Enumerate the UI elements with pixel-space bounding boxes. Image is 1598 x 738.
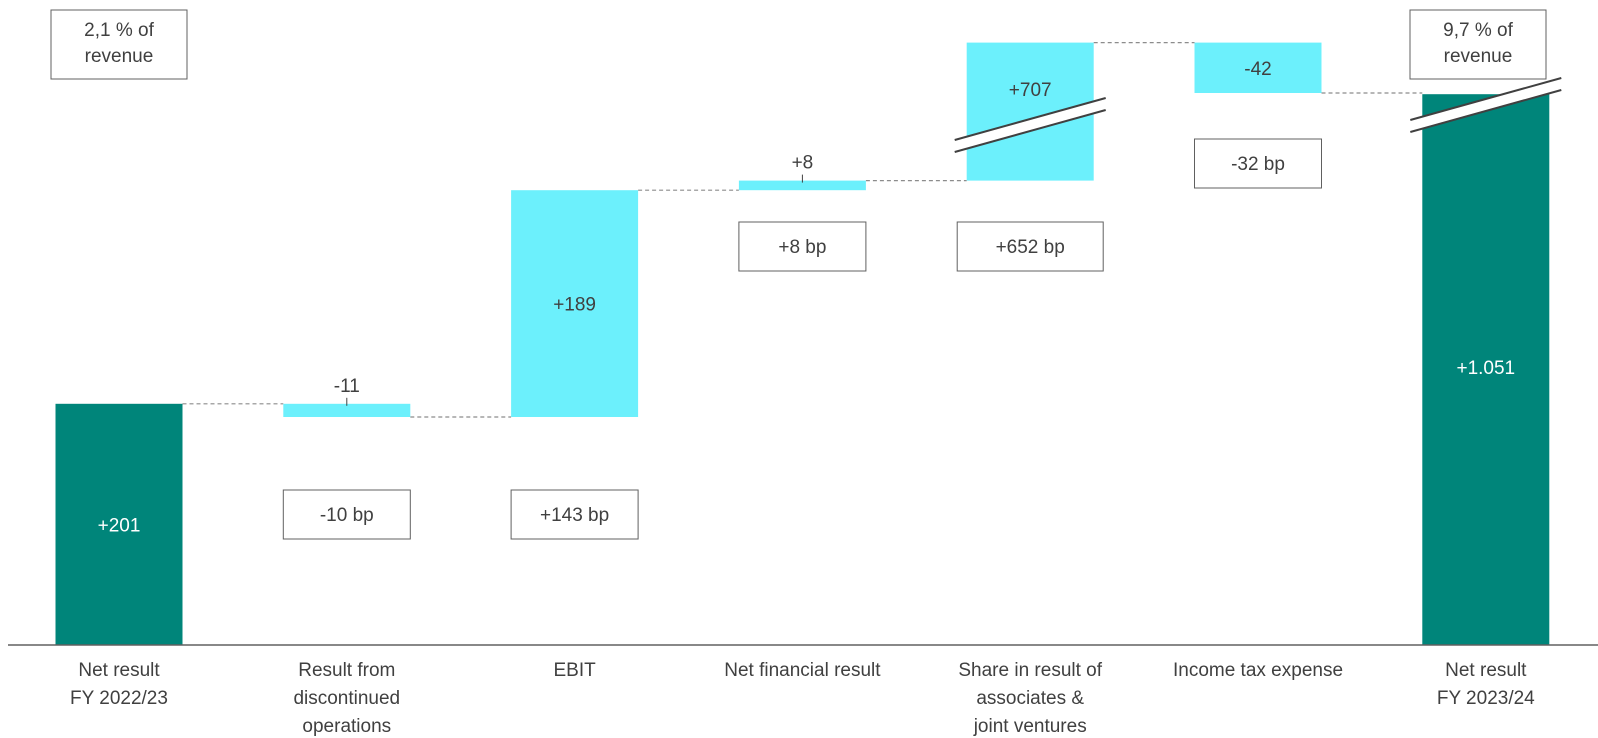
category-line: joint ventures (973, 716, 1087, 737)
connector-lines (182, 41, 1423, 418)
bp-label-3: +8 bp (778, 237, 826, 258)
category-line: Net result (1445, 660, 1527, 681)
category-line: Result from (298, 660, 395, 681)
category-labels: Net result FY 2022/23 Result from discontin… (70, 660, 1535, 737)
category-line: Income tax expense (1173, 660, 1343, 681)
axis-break-marks (954, 77, 1562, 153)
category-label-3: Net financial result (724, 660, 881, 681)
bar-6 (1422, 94, 1550, 645)
bar-3 (738, 180, 866, 191)
value-label-3: +8 (792, 153, 814, 174)
category-label-1: Result from discontinued operations (293, 660, 400, 737)
revenue-note-start-box (50, 9, 188, 80)
bp-box-2 (510, 489, 639, 540)
category-line: FY 2022/23 (70, 688, 168, 709)
bp-box-4 (956, 221, 1104, 272)
category-line: FY 2023/24 (1437, 688, 1535, 709)
bp-box-5 (1194, 138, 1322, 189)
break-gap-6 (1410, 78, 1562, 132)
category-label-0: Net result FY 2022/23 (70, 660, 168, 709)
break-line-a-4 (954, 97, 1106, 141)
bar-0 (55, 403, 183, 645)
bp-label-2: +143 bp (540, 505, 609, 526)
bp-label-4: +652 bp (996, 237, 1065, 258)
value-label-1: -11 (334, 376, 360, 397)
bp-label-1: -10 bp (320, 505, 374, 526)
category-line: Share in result of (958, 660, 1102, 681)
revenue-note-end-line-0: 9,7 % of (1443, 20, 1513, 41)
revenue-note-end-box (1409, 9, 1547, 80)
value-label-6: +1.051 (1456, 358, 1515, 379)
value-label-2: +189 (553, 295, 596, 316)
bar-2 (511, 190, 639, 417)
bp-box-3 (738, 221, 867, 272)
revenue-note-start-line-0: 2,1 % of (84, 20, 154, 41)
category-label-4: Share in result of associates & joint vent… (958, 660, 1102, 737)
category-label-6: Net result FY 2023/24 (1437, 660, 1535, 709)
value-label-5: -42 (1244, 59, 1271, 80)
basis-point-boxes: -10 bp +143 bp +8 bp +652 bp -32 bp (282, 138, 1322, 540)
revenue-share-boxes: 2,1 % of revenue 9,7 % of revenue (50, 9, 1547, 80)
bar-1 (283, 403, 411, 417)
category-label-2: EBIT (553, 660, 596, 681)
bars (55, 42, 1550, 645)
break-line-a-6 (1410, 77, 1562, 121)
revenue-note-end-line-1: revenue (1444, 46, 1513, 67)
value-label-4: +707 (1009, 80, 1052, 101)
break-line-b-4 (954, 109, 1106, 153)
category-line: operations (302, 716, 391, 737)
value-label-0: +201 (98, 515, 141, 536)
break-line-b-6 (1410, 89, 1562, 133)
category-label-5: Income tax expense (1173, 660, 1343, 681)
bp-label-5: -32 bp (1231, 154, 1285, 175)
revenue-note-start-line-1: revenue (85, 46, 154, 67)
category-line: Net result (78, 660, 160, 681)
bp-box-1 (282, 489, 411, 540)
category-line: Net financial result (724, 660, 881, 681)
category-line: EBIT (553, 660, 596, 681)
value-labels: +201 -11 +189 +8 +707 -42 +1.051 (98, 59, 1516, 537)
break-gap-4 (954, 98, 1106, 152)
bar-5 (1194, 42, 1322, 93)
category-line: associates & (976, 688, 1084, 709)
category-line: discontinued (293, 688, 400, 709)
